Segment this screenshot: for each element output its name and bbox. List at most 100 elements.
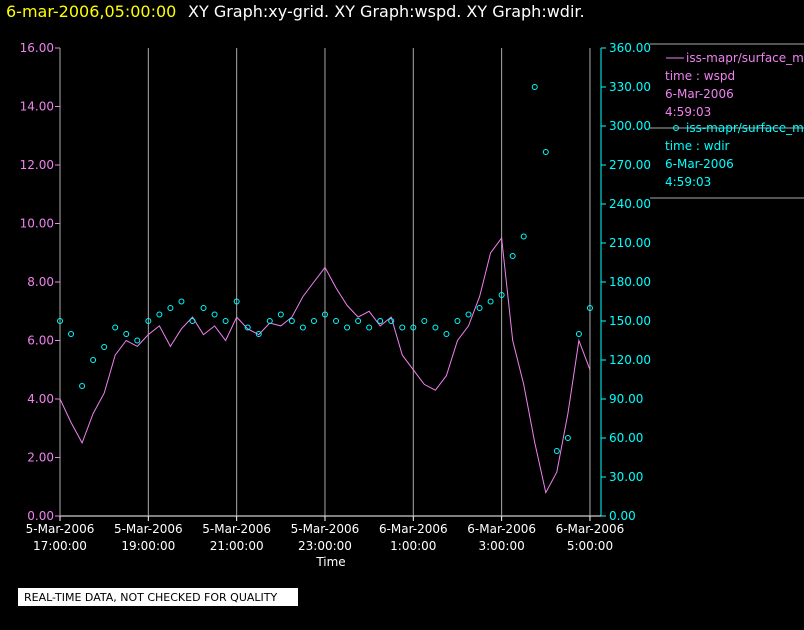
x-tick-label: 6-Mar-2006 (379, 522, 448, 536)
legend-name: iss-mapr/surface_met (686, 51, 804, 65)
series-point (178, 298, 185, 305)
legend-detail: time : wdir (665, 139, 730, 153)
series-point (321, 311, 328, 318)
y2-tick-label: 360.00 (609, 41, 651, 55)
y2-tick-label: 300.00 (609, 119, 651, 133)
legend-detail: 4:59:03 (665, 175, 711, 189)
series-point (222, 318, 229, 324)
x-tick-label: 6-Mar-2006 (467, 522, 536, 536)
header-time: 6-mar-2006,05:00:00 (6, 2, 176, 21)
y-tick-label: 14.00 (20, 100, 54, 114)
chart-title: XY Graph:xy-grid. XY Graph:wspd. XY Grap… (188, 2, 585, 21)
y-tick-label: 12.00 (20, 158, 54, 172)
legend-detail: 4:59:03 (665, 105, 711, 119)
series-point (310, 318, 317, 324)
series-point (167, 305, 174, 311)
series-point (277, 311, 284, 318)
series-point (90, 357, 97, 363)
series-point (101, 344, 108, 350)
y-tick-label: 2.00 (27, 451, 54, 465)
y-tick-label: 10.00 (20, 217, 54, 231)
x-tick-label: 21:00:00 (210, 539, 264, 553)
series-point (465, 311, 472, 318)
legend-swatch (673, 125, 679, 131)
series-point (266, 318, 273, 324)
y-tick-label: 6.00 (27, 334, 54, 348)
x-tick-label: 5-Mar-2006 (114, 522, 183, 536)
series-point (68, 331, 75, 337)
series-point (421, 318, 428, 324)
x-tick-label: 19:00:00 (121, 539, 175, 553)
series-point (575, 331, 582, 337)
footer: REAL-TIME DATA, NOT CHECKED FOR QUALITY (24, 591, 278, 604)
series-point (145, 318, 152, 324)
x-tick-label: 17:00:00 (33, 539, 87, 553)
series-point (123, 331, 130, 337)
y2-tick-label: 90.00 (609, 392, 643, 406)
y-tick-label: 16.00 (20, 41, 54, 55)
y2-tick-label: 150.00 (609, 314, 651, 328)
x-tick-label: 3:00:00 (478, 539, 524, 553)
series-point (454, 318, 461, 324)
x-tick-label: 1:00:00 (390, 539, 436, 553)
y2-tick-label: 120.00 (609, 353, 651, 367)
x-tick-label: 23:00:00 (298, 539, 352, 553)
y2-tick-label: 330.00 (609, 80, 651, 94)
y2-tick-label: 240.00 (609, 197, 651, 211)
series-point (476, 305, 483, 311)
x-tick-label: 5-Mar-2006 (291, 522, 360, 536)
footer-box (18, 588, 298, 606)
x-tick-label: 5-Mar-2006 (26, 522, 95, 536)
series-point (564, 435, 571, 441)
series-point (79, 383, 86, 389)
series-point (509, 253, 516, 259)
series-point (57, 318, 63, 324)
series-point (531, 84, 538, 90)
series-point (399, 324, 406, 331)
y2-tick-label: 60.00 (609, 431, 643, 445)
series-point (156, 311, 163, 318)
x-tick-label: 6-Mar-2006 (556, 522, 625, 536)
series-point (344, 324, 351, 331)
series-point (134, 337, 141, 344)
legend-detail: time : wspd (665, 69, 735, 83)
legend-detail: 6-Mar-2006 (665, 87, 734, 101)
series-point (388, 318, 395, 324)
y2-tick-label: 30.00 (609, 470, 643, 484)
series-point (586, 305, 593, 311)
x-axis-label: Time (315, 555, 345, 569)
x-tick-label: 5-Mar-2006 (202, 522, 271, 536)
legend-detail: 6-Mar-2006 (665, 157, 734, 171)
series-point (233, 298, 240, 305)
series-point (498, 292, 505, 298)
y2-tick-label: 270.00 (609, 158, 651, 172)
series-point (432, 324, 439, 331)
x-tick-label: 5:00:00 (567, 539, 613, 553)
y-tick-label: 4.00 (27, 392, 54, 406)
series-point (410, 324, 417, 331)
series-point (542, 149, 549, 155)
y-tick-label: 8.00 (27, 275, 54, 289)
series-point (355, 318, 362, 324)
series-point (553, 448, 560, 454)
y-tick-label: 0.00 (27, 509, 54, 523)
series-point (200, 305, 207, 311)
series-point (377, 318, 384, 324)
series-point (112, 324, 119, 331)
y2-tick-label: 180.00 (609, 275, 651, 289)
y2-tick-label: 210.00 (609, 236, 651, 250)
legend-name: iss-mapr/surface_met (686, 121, 804, 135)
series-point (443, 331, 450, 337)
y2-tick-label: 0.00 (609, 509, 636, 523)
series-point (520, 233, 527, 240)
series-point (211, 311, 218, 318)
series-point (288, 318, 295, 324)
series-point (487, 298, 494, 305)
series-point (255, 331, 262, 337)
series-line (59, 236, 591, 495)
series-point (333, 318, 340, 324)
series-point (244, 324, 251, 331)
series-point (189, 318, 196, 324)
